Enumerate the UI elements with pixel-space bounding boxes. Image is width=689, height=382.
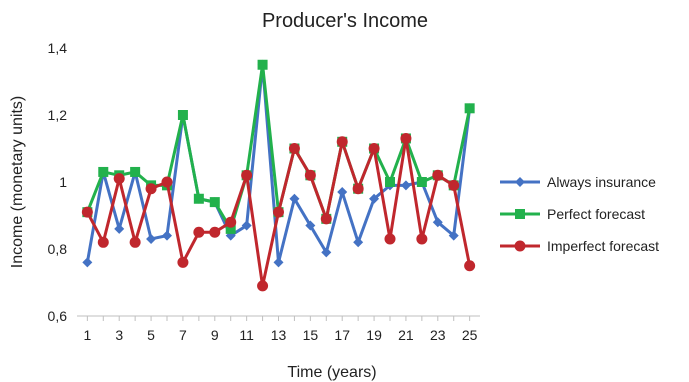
legend-entry: Perfect forecast	[500, 206, 645, 222]
x-tick-label: 13	[271, 327, 287, 343]
data-point	[225, 216, 237, 228]
data-point	[320, 213, 332, 225]
data-point	[241, 169, 253, 181]
data-point	[225, 223, 236, 234]
data-point	[352, 183, 364, 195]
data-point	[257, 280, 269, 292]
data-point	[385, 177, 396, 187]
y-axis-title: Income (monetary units)	[9, 96, 26, 269]
series-3	[81, 132, 476, 292]
data-point	[416, 177, 427, 187]
data-point	[448, 179, 460, 191]
data-point	[193, 226, 205, 238]
data-point	[146, 233, 157, 244]
y-tick-label: 0,6	[48, 308, 68, 324]
data-point	[113, 173, 125, 185]
data-point	[98, 166, 109, 177]
data-point	[161, 230, 172, 241]
x-tick-label: 17	[334, 327, 350, 343]
data-point	[400, 132, 412, 144]
data-point	[416, 233, 428, 245]
x-tick-label: 11	[239, 327, 254, 343]
legend-label: Imperfect forecast	[547, 238, 659, 254]
legend: Always insurance Perfect forecast Imperfec…	[500, 174, 659, 254]
data-point	[97, 236, 109, 248]
data-point	[273, 206, 284, 218]
data-point	[321, 247, 332, 258]
data-point	[369, 193, 380, 204]
data-point	[353, 237, 364, 248]
legend-marker	[515, 177, 525, 187]
data-point	[384, 233, 396, 245]
data-point	[288, 143, 300, 154]
data-point	[82, 257, 93, 268]
legend-entry: Imperfect forecast	[500, 238, 659, 254]
data-point	[304, 169, 316, 181]
x-tick-label: 21	[398, 327, 414, 343]
data-point	[257, 59, 268, 70]
data-point	[145, 183, 157, 195]
data-point	[432, 169, 444, 181]
legend-entry: Always insurance	[500, 174, 656, 190]
data-point	[336, 136, 348, 148]
series-line	[85, 63, 472, 231]
legend-label: Always insurance	[547, 174, 656, 190]
data-point	[337, 187, 348, 198]
x-tick-label: 9	[211, 327, 219, 343]
legend-label: Perfect forecast	[547, 206, 645, 222]
data-point	[241, 220, 252, 231]
data-point	[209, 197, 220, 208]
x-tick-label: 23	[430, 327, 446, 343]
x-tick-label: 1	[83, 327, 91, 343]
y-axis-ticks: 0,6 0,8 1 1,2 1,4	[48, 40, 68, 324]
x-tick-label: 7	[179, 327, 187, 343]
x-axis-ticks: 1 3 5 7 9 11 13 15 17 19 21 23 25	[83, 316, 478, 343]
y-tick-label: 0,8	[48, 241, 68, 257]
chart-title: Producer's Income	[262, 10, 428, 32]
data-point	[177, 110, 188, 120]
x-tick-label: 19	[366, 327, 382, 343]
data-point	[432, 217, 443, 228]
x-tick-label: 25	[462, 327, 478, 343]
legend-marker	[515, 209, 525, 219]
x-tick-label: 3	[115, 327, 123, 343]
data-point	[193, 193, 204, 204]
data-point	[130, 166, 141, 177]
x-tick-label: 15	[303, 327, 319, 343]
data-point	[305, 220, 316, 231]
data-point	[368, 143, 380, 154]
y-tick-label: 1,2	[48, 107, 68, 123]
data-point	[161, 176, 173, 188]
data-point	[464, 103, 475, 114]
x-tick-label: 5	[147, 327, 155, 343]
data-point	[129, 236, 141, 248]
series-layer	[81, 59, 476, 292]
y-tick-label: 1,4	[48, 40, 68, 56]
data-point	[464, 260, 476, 272]
data-point	[114, 223, 125, 234]
data-point	[81, 206, 93, 218]
y-tick-label: 1	[59, 174, 67, 190]
data-point	[209, 226, 221, 238]
data-point	[448, 230, 459, 241]
data-point	[177, 256, 189, 268]
data-point	[289, 193, 300, 204]
x-axis-title: Time (years)	[287, 364, 376, 381]
data-point	[400, 180, 411, 191]
series-line	[85, 63, 472, 264]
legend-marker	[514, 240, 526, 252]
data-point	[273, 257, 284, 268]
